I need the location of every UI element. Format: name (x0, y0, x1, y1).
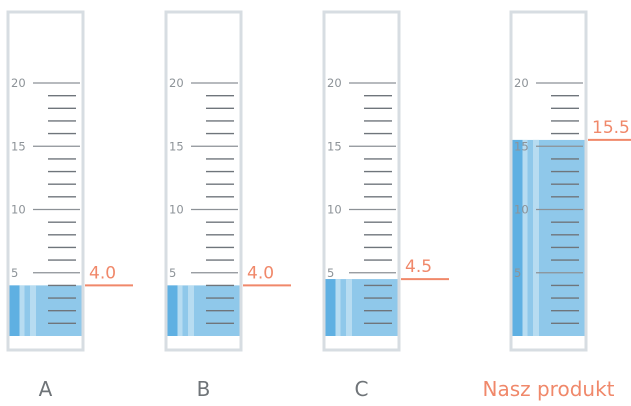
scale-label: 20 (514, 76, 529, 90)
cylinder-c: 5 10 15 20 4.5 C (322, 10, 449, 401)
cylinder-label: A (39, 377, 53, 401)
scale-label: 5 (514, 266, 521, 280)
cylinder-b: 5 10 15 20 4.0 B (164, 10, 291, 401)
scale-label: 5 (327, 266, 334, 280)
scale-label: 15 (169, 139, 184, 153)
scale-label: 15 (327, 139, 342, 153)
liquid-highlight (346, 279, 352, 336)
scale-label: 10 (11, 203, 26, 217)
value-label: 4.5 (405, 257, 432, 277)
liquid-fill (512, 139, 585, 336)
liquid-highlight (177, 285, 183, 336)
liquid-highlight (30, 285, 36, 336)
liquid-shade-left (325, 279, 336, 336)
liquid-shade-left (512, 139, 523, 336)
scale-label: 20 (327, 76, 342, 90)
cylinder-label: Nasz produkt (482, 377, 614, 401)
liquid-highlight (335, 279, 341, 336)
scale-ticks (191, 82, 238, 325)
cylinder-d: 5 10 15 20 15.5 Nasz produkt (482, 10, 631, 401)
scale-label: 20 (11, 76, 26, 90)
value-label: 4.0 (89, 263, 116, 283)
value-label: 4.0 (247, 263, 274, 283)
scale-label: 15 (514, 139, 529, 153)
scale-label: 5 (169, 266, 176, 280)
cylinder-a: 5 10 15 20 4.0 A (6, 10, 133, 401)
cylinder-label: C (355, 377, 369, 401)
scale-label: 20 (169, 76, 184, 90)
scale-label: 10 (169, 203, 184, 217)
scale-ticks (349, 82, 396, 325)
value-label: 15.5 (592, 118, 630, 138)
scale-ticks (33, 82, 80, 325)
scale-ticks (536, 82, 583, 325)
scale-label: 10 (327, 203, 342, 217)
scale-label: 10 (514, 203, 529, 217)
liquid-fill (325, 279, 398, 336)
liquid-highlight (188, 285, 194, 336)
liquid-shade-left (9, 285, 20, 336)
liquid-highlight (19, 285, 25, 336)
scale-label: 15 (11, 139, 26, 153)
liquid-highlight (522, 139, 528, 336)
liquid-highlight (533, 139, 539, 336)
cylinder-label: B (197, 377, 211, 401)
liquid-shade-left (167, 285, 178, 336)
scale-label: 5 (11, 266, 18, 280)
